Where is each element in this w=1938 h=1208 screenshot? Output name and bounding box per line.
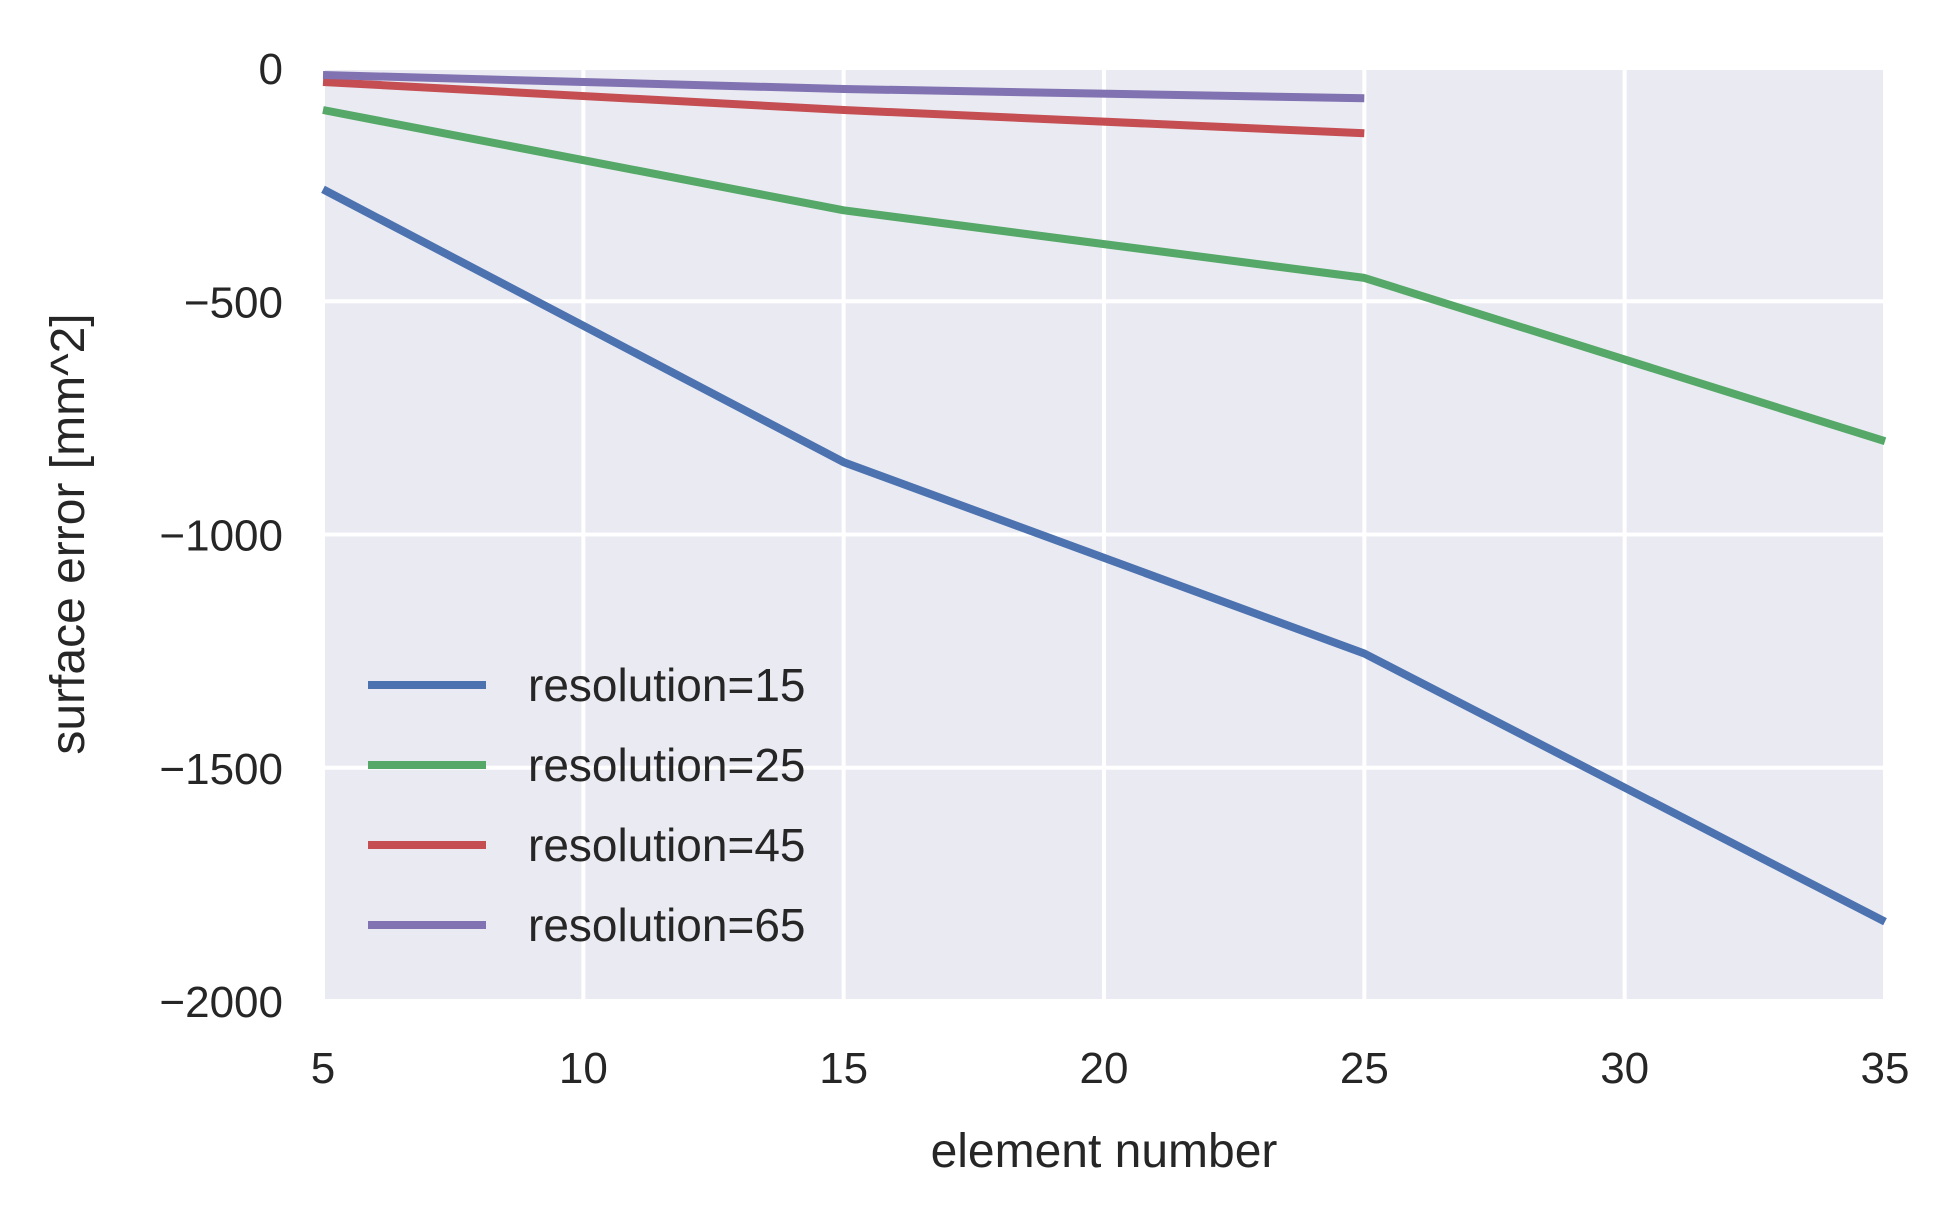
x-axis-tick-labels: 5 10 15 20 25 30 35 [311,1044,1910,1093]
y-axis-tick-labels: 0 −500 −1000 −1500 −2000 [159,45,283,1027]
legend-entry-label: resolution=45 [528,819,805,871]
y-tick-label: −1500 [159,745,283,794]
x-tick-label: 5 [311,1044,335,1093]
legend-entry-label: resolution=65 [528,899,805,951]
legend: resolution=15 resolution=25 resolution=45 r… [368,659,805,951]
series-line-resolution-45 [322,78,1365,138]
y-tick-label: −1000 [159,512,283,561]
legend-entry-label: resolution=25 [528,739,805,791]
series-line-resolution-65 [322,71,1365,103]
series-line-resolution-15 [321,185,1887,926]
y-tick-label: 0 [259,45,283,94]
x-tick-label: 15 [819,1044,868,1093]
x-tick-label: 35 [1861,1044,1910,1093]
y-tick-label: −500 [184,278,283,327]
series-line-resolution-25 [322,106,1887,446]
x-tick-label: 20 [1080,1044,1129,1093]
x-tick-label: 25 [1340,1044,1389,1093]
legend-entry-label: resolution=15 [528,659,805,711]
series-lines [321,71,1887,926]
x-axis-label: element number [931,1125,1278,1178]
y-tick-label: −2000 [159,978,283,1027]
x-tick-label: 10 [559,1044,608,1093]
x-tick-label: 30 [1600,1044,1649,1093]
y-axis-label: surface error [mm^2] [42,313,95,754]
grid-lines [321,66,1887,1003]
